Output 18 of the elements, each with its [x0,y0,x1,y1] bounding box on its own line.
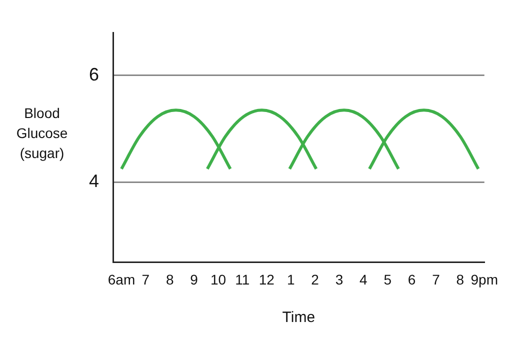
x-tick-label: 8 [456,271,464,288]
y-axis-title: Blood Glucose (sugar) [15,104,69,163]
x-tick-label: 8 [166,271,174,288]
x-axis-title: Time [282,309,316,326]
x-tick-label: 7 [142,271,150,288]
x-tick-label: 4 [360,271,368,288]
x-tick-label: 1 [286,271,295,288]
x-tick-label: 5 [384,271,392,288]
x-tick-label: 9 [190,271,198,288]
x-tick-label: 3 [335,271,344,288]
x-tick-label: 2 [311,271,320,288]
x-tick-label: 7 [432,271,440,288]
x-tick-label: 11 [235,271,250,288]
x-tick-label: 10 [210,271,226,288]
x-tick-label: 12 [258,271,275,288]
x-tick-label: 6 [408,271,416,288]
x-tick-label: 6am [108,271,136,288]
x-tick-label: 9pm [470,271,498,288]
